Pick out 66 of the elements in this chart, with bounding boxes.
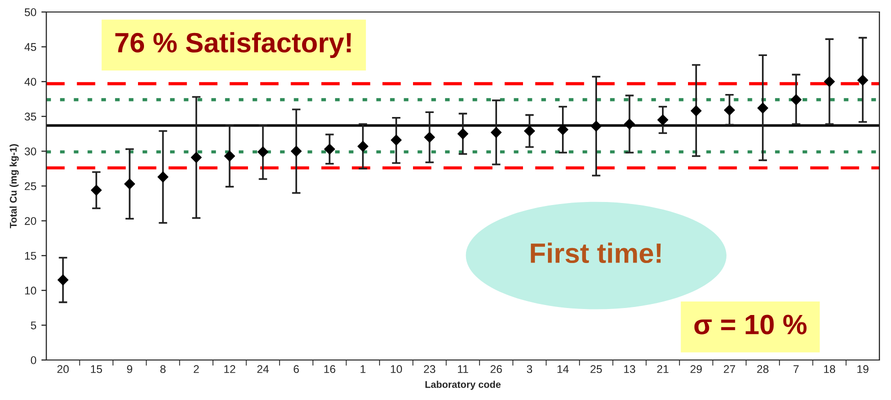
point bbox=[157, 171, 168, 182]
x-tick-label: 24 bbox=[257, 365, 269, 373]
point bbox=[724, 104, 735, 116]
point bbox=[490, 126, 502, 138]
point bbox=[557, 124, 568, 136]
y-tick-label: 40 bbox=[24, 78, 36, 86]
y-tick-label: 5 bbox=[30, 322, 36, 330]
point bbox=[58, 274, 68, 286]
x-tick-label: 14 bbox=[558, 365, 569, 373]
annotation: 76 % Satisfactory! bbox=[115, 32, 351, 58]
x-tick-label: 10 bbox=[390, 365, 402, 374]
y-tick-label: 15 bbox=[25, 252, 36, 260]
point bbox=[390, 134, 402, 146]
point bbox=[690, 105, 702, 116]
point bbox=[357, 140, 368, 152]
x-tick-label: 19 bbox=[857, 365, 868, 374]
point bbox=[457, 128, 468, 140]
x-tick-label: 11 bbox=[458, 365, 468, 373]
point bbox=[90, 184, 102, 196]
x-tick-label: 3 bbox=[526, 365, 532, 374]
annotation: σ = 10 % bbox=[694, 314, 807, 334]
x-tick-label: 9 bbox=[127, 365, 132, 374]
point bbox=[524, 126, 536, 137]
x-tick-label: 2 bbox=[194, 365, 199, 373]
y-tick-label: 20 bbox=[24, 217, 36, 225]
y-tick-label: 10 bbox=[25, 286, 36, 295]
x-tick-label: 20 bbox=[57, 365, 69, 374]
point bbox=[790, 94, 802, 106]
y-tick-label: 45 bbox=[24, 43, 36, 51]
point bbox=[590, 120, 602, 132]
point bbox=[657, 114, 668, 126]
point bbox=[190, 152, 202, 163]
y-tick-label: 35 bbox=[24, 112, 36, 121]
y-tick-label: 25 bbox=[24, 182, 36, 190]
point bbox=[757, 102, 768, 114]
point bbox=[224, 150, 236, 162]
x-tick-label: 12 bbox=[224, 365, 236, 373]
annotation: First time! bbox=[530, 242, 661, 264]
x-tick-label: 21 bbox=[657, 365, 668, 373]
point bbox=[424, 132, 436, 143]
x-tick-label: 15 bbox=[90, 365, 102, 374]
x-tick-label: 18 bbox=[824, 365, 836, 374]
point bbox=[857, 74, 868, 86]
x-tick-label: 28 bbox=[757, 365, 768, 374]
x-tick-label: 27 bbox=[724, 365, 736, 373]
x-axis-title: Laboratory code bbox=[425, 380, 501, 390]
x-tick-label: 13 bbox=[624, 365, 636, 374]
y-tick-label: 0 bbox=[30, 356, 36, 364]
point bbox=[324, 144, 336, 155]
x-tick-label: 6 bbox=[294, 365, 299, 374]
y-tick-label: 30 bbox=[24, 147, 36, 156]
x-tick-label: 23 bbox=[424, 365, 436, 374]
x-tick-label: 1 bbox=[360, 365, 366, 373]
y-axis-title: Total Cu (mg kg-1) bbox=[10, 144, 19, 228]
point bbox=[824, 76, 835, 88]
x-tick-label: 8 bbox=[160, 365, 166, 374]
point bbox=[290, 146, 302, 157]
x-tick-label: 29 bbox=[690, 365, 702, 374]
x-tick-label: 25 bbox=[590, 365, 602, 374]
point bbox=[257, 146, 268, 158]
x-tick-label: 16 bbox=[324, 365, 336, 374]
point bbox=[624, 118, 635, 130]
point bbox=[124, 178, 136, 190]
y-tick-label: 50 bbox=[24, 8, 36, 16]
x-tick-label: 7 bbox=[794, 365, 799, 373]
x-tick-label: 26 bbox=[490, 365, 502, 374]
